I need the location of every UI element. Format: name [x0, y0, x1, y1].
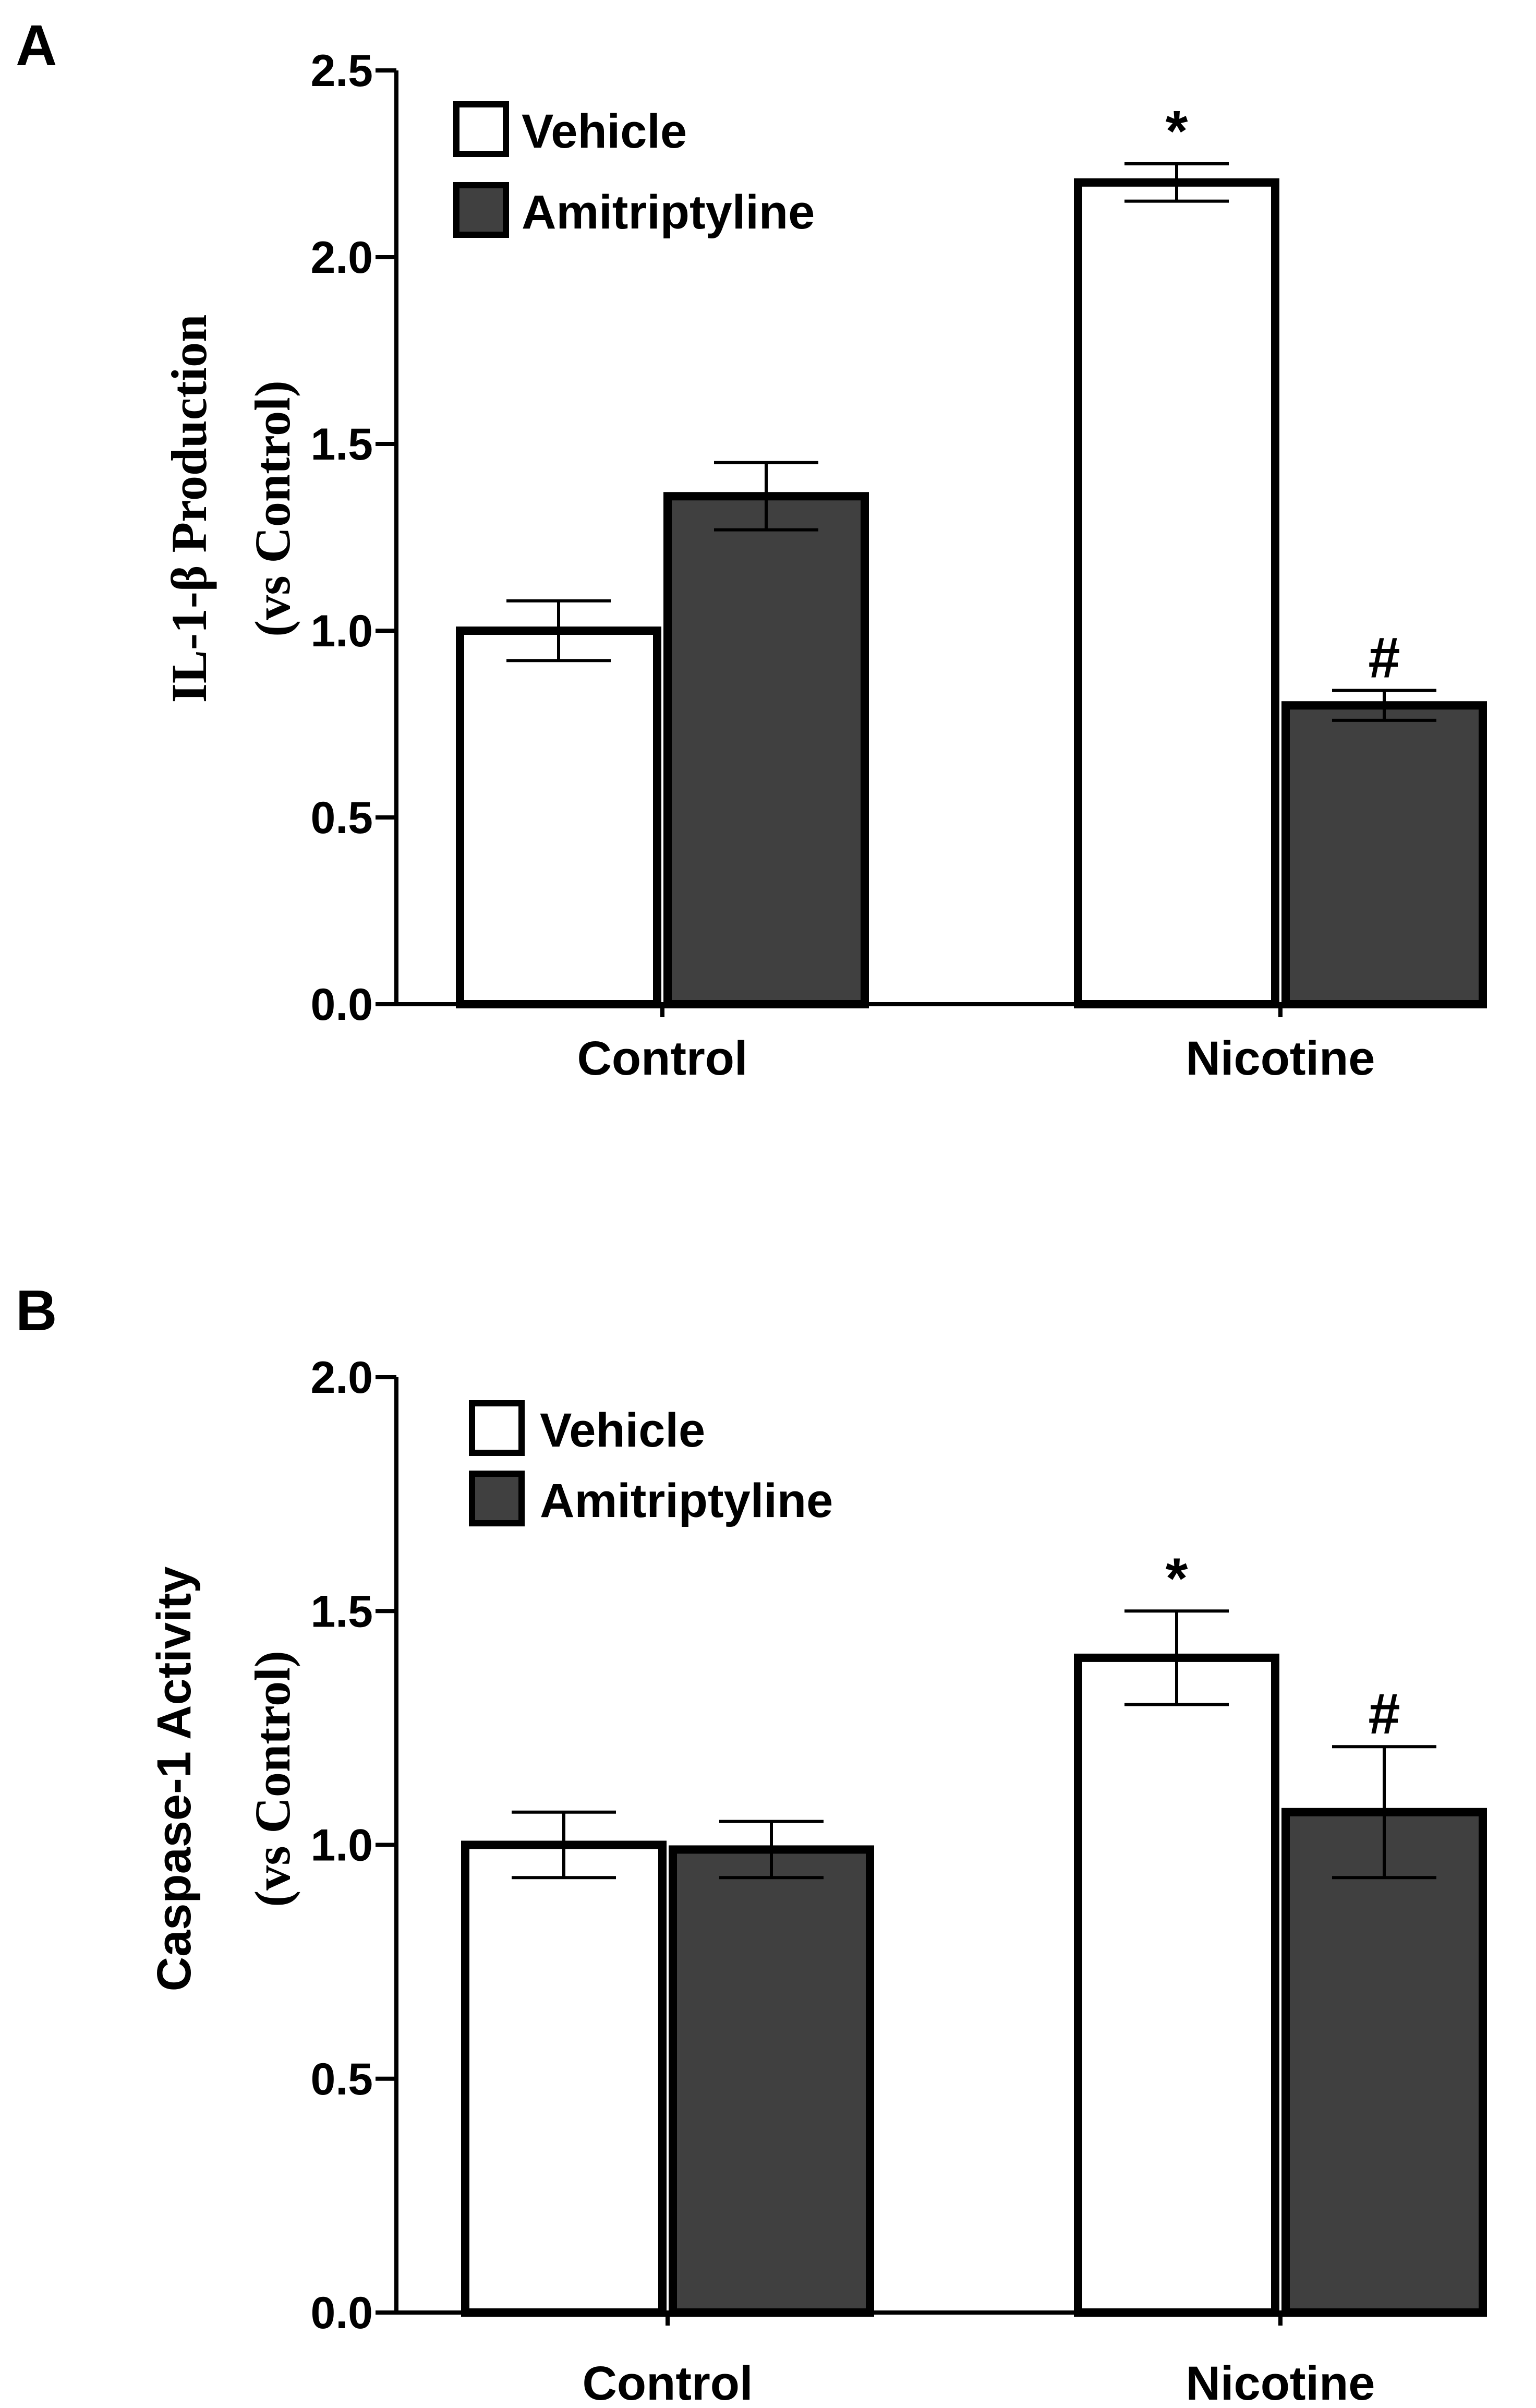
x-tick-label-control: Control [577, 1032, 747, 1085]
bar-amitriptyline-control [663, 492, 869, 1008]
y-tick-label-2.0: 2.0 [310, 1353, 373, 1403]
bar-vehicle-nicotine [1074, 1653, 1279, 2317]
legend-label-amitriptyline: Amitriptyline [522, 186, 815, 239]
panel-a-ylabel: IL-1-β Production [161, 315, 217, 703]
panel-a-label: A [16, 14, 57, 78]
x-tick-label-control: Control [582, 2357, 753, 2408]
significance-marker-vehicle-nicotine: * [1166, 99, 1188, 163]
panel-a-ylabel-sub-wrap: (vs Control) [245, 380, 300, 637]
y-tick-label-2.0: 2.0 [310, 233, 373, 283]
panel-a-ylabel-main: IL-1-β Production [161, 315, 217, 703]
significance-marker-vehicle-nicotine: * [1166, 1546, 1188, 1610]
legend-label-amitriptyline: Amitriptyline [540, 1474, 833, 1527]
panel-a-ylabel-sub: (vs Control) [245, 380, 300, 637]
bar-amitriptyline-nicotine [1281, 701, 1487, 1008]
y-tick-label-0.0: 0.0 [310, 2288, 373, 2338]
x-tick-label-nicotine: Nicotine [1186, 2357, 1375, 2408]
legend-label-vehicle: Vehicle [540, 1404, 705, 1457]
legend-label-vehicle: Vehicle [522, 105, 687, 158]
bar-vehicle-control [456, 627, 661, 1008]
y-tick-label-1.5: 1.5 [310, 419, 373, 469]
bar-vehicle-control [461, 1840, 667, 2317]
legend-swatch-vehicle [453, 101, 509, 157]
y-tick-label-0.5: 0.5 [310, 2054, 373, 2104]
panel-a: A IL-1-β Production (vs Control) Control… [16, 14, 1487, 1085]
significance-marker-amitriptyline-nicotine: # [1368, 626, 1400, 690]
panel-b-ylabel: Caspase-1 Activity [148, 1567, 201, 1992]
y-tick-label-2.5: 2.5 [310, 46, 373, 96]
panel-b-ylabel-sub-wrap: (vs Control) [245, 1651, 300, 1907]
panel-b-ylabel-sub: (vs Control) [245, 1651, 300, 1907]
panel-b-label: B [16, 1279, 57, 1343]
bar-vehicle-nicotine [1074, 178, 1279, 1008]
bar-amitriptyline-control [669, 1845, 874, 2317]
legend-swatch-amitriptyline [453, 182, 509, 238]
y-tick-label-1.5: 1.5 [310, 1586, 373, 1636]
significance-marker-amitriptyline-nicotine: # [1368, 1682, 1400, 1746]
panel-a-plot: Control * # Nicotine 0.0 0.5 1.0 1.5 2.0 2.5 Vehic… [310, 46, 1487, 1085]
y-tick-label-0.5: 0.5 [310, 793, 373, 843]
panel-b: B Caspase-1 Activity (vs Control) Contro… [16, 1279, 1487, 2408]
bar-amitriptyline-nicotine [1281, 1808, 1487, 2317]
panel-b-ylabel-main: Caspase-1 Activity [148, 1567, 201, 1992]
y-tick-label-1.0: 1.0 [310, 606, 373, 656]
y-tick-label-0.0: 0.0 [310, 980, 373, 1030]
panel-b-plot: Control * # Nicotine 0.0 0.5 1.0 1.5 2.0 Vehicle A… [310, 1353, 1487, 2408]
y-tick-label-1.0: 1.0 [310, 1821, 373, 1871]
legend-swatch-amitriptyline [469, 1471, 525, 1526]
x-tick-label-nicotine: Nicotine [1186, 1032, 1375, 1085]
legend-swatch-vehicle [469, 1400, 525, 1456]
